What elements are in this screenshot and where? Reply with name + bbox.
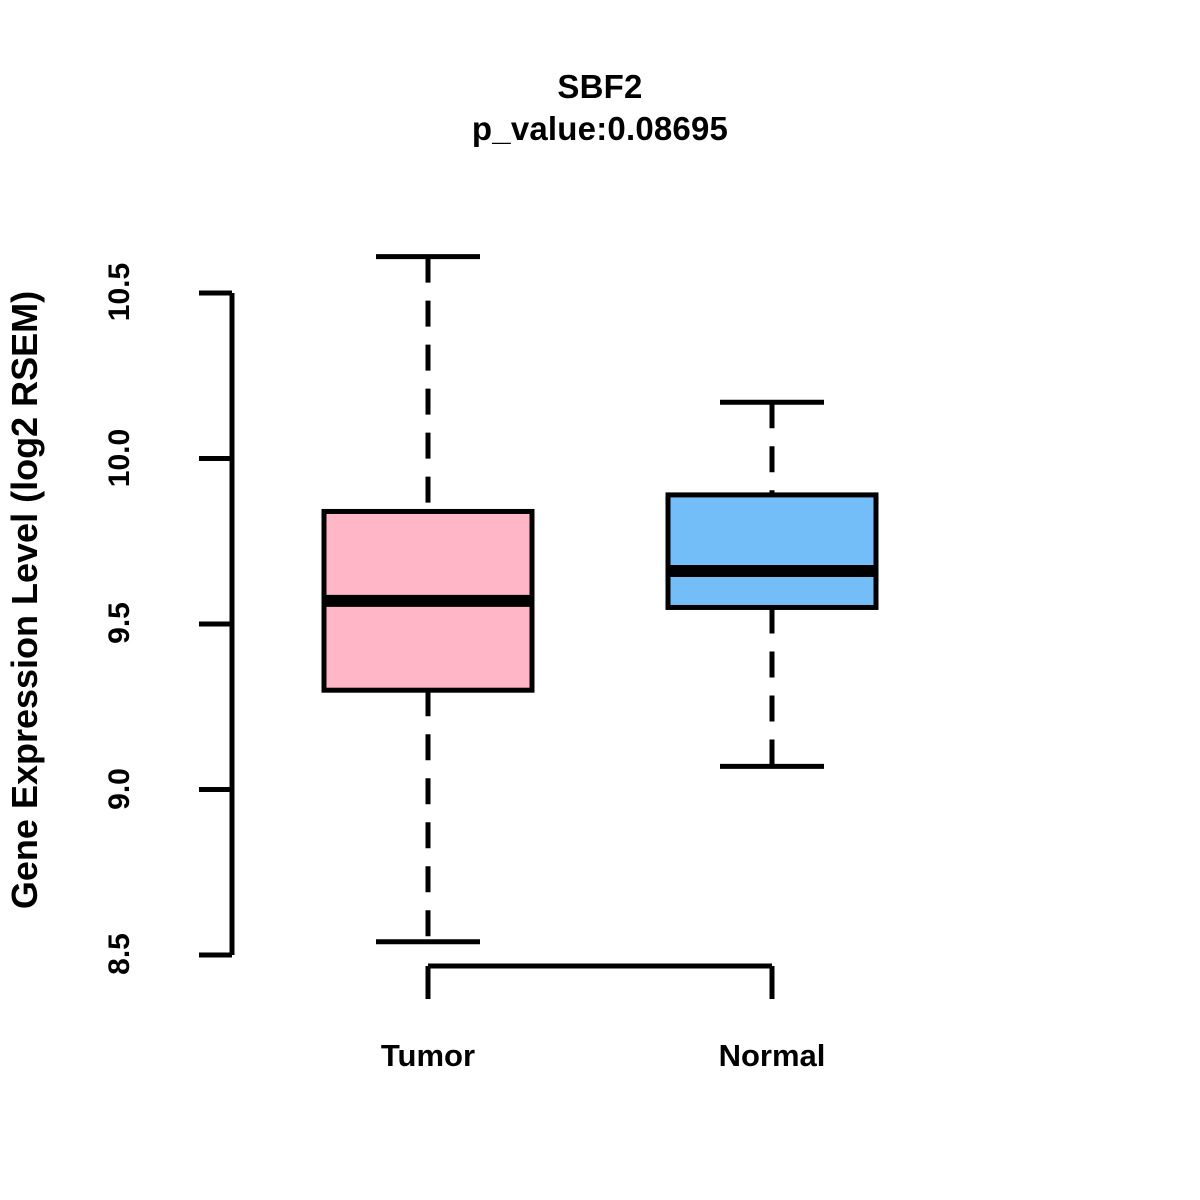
box-rect-normal [665,492,879,610]
box-normal [665,399,879,769]
y-tick-label-10.0: 10.0 [103,428,136,487]
chart-subtitle-pvalue: p_value:0.08695 [471,110,729,148]
y-axis [199,290,235,958]
y-tick-label-9.0: 9.0 [103,767,136,810]
chart-title-block: SBF2 p_value:0.08695 [0,66,1200,150]
x-category-label-normal: Normal [718,1038,826,1073]
box-tumor [321,254,535,945]
y-tick-label-8.5: 8.5 [103,933,136,975]
box-series [321,254,879,945]
chart-title: SBF2 [557,68,643,105]
x-category-label-tumor: Tumor [380,1038,476,1073]
y-tick-label-9.5: 9.5 [103,602,136,644]
y-tick-label-10.5: 10.5 [103,262,136,322]
x-axis-bracket [425,963,775,999]
